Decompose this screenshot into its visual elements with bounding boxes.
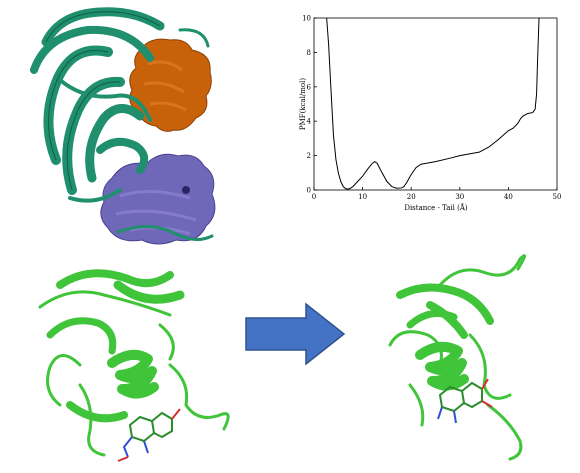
x-tick-label: 20 bbox=[407, 193, 416, 201]
y-tick-label: 6 bbox=[307, 83, 312, 91]
purple-cavity-surface bbox=[100, 153, 216, 245]
protein-structure-top bbox=[30, 7, 216, 245]
y-tick-label: 10 bbox=[302, 15, 311, 23]
x-axis-label: Distance - Tail (Å) bbox=[404, 203, 468, 212]
pmf-series-line bbox=[326, 17, 540, 190]
y-tick-label: 2 bbox=[307, 152, 311, 160]
y-axis-label: PMF(kcal/mol) bbox=[299, 78, 307, 130]
plot-frame bbox=[313, 17, 558, 191]
y-ticks: 0 2 4 6 8 10 bbox=[302, 15, 317, 195]
x-ticks: 0 10 20 30 40 50 bbox=[312, 187, 562, 201]
ligand-molecule bbox=[117, 408, 181, 462]
protein-structure-bottom-left bbox=[38, 269, 230, 462]
ligand-molecule bbox=[437, 378, 493, 424]
x-tick-label: 0 bbox=[312, 193, 316, 201]
x-tick-label: 30 bbox=[455, 193, 464, 201]
y-tick-label: 4 bbox=[307, 118, 312, 126]
y-tick-label: 8 bbox=[307, 49, 311, 57]
y-tick-label: 0 bbox=[307, 187, 311, 195]
transition-arrow bbox=[245, 302, 346, 366]
x-tick-label: 40 bbox=[504, 193, 513, 201]
x-tick-label: 50 bbox=[553, 193, 562, 201]
x-tick-label: 10 bbox=[358, 193, 367, 201]
protein-structure-bottom-right bbox=[388, 254, 526, 461]
